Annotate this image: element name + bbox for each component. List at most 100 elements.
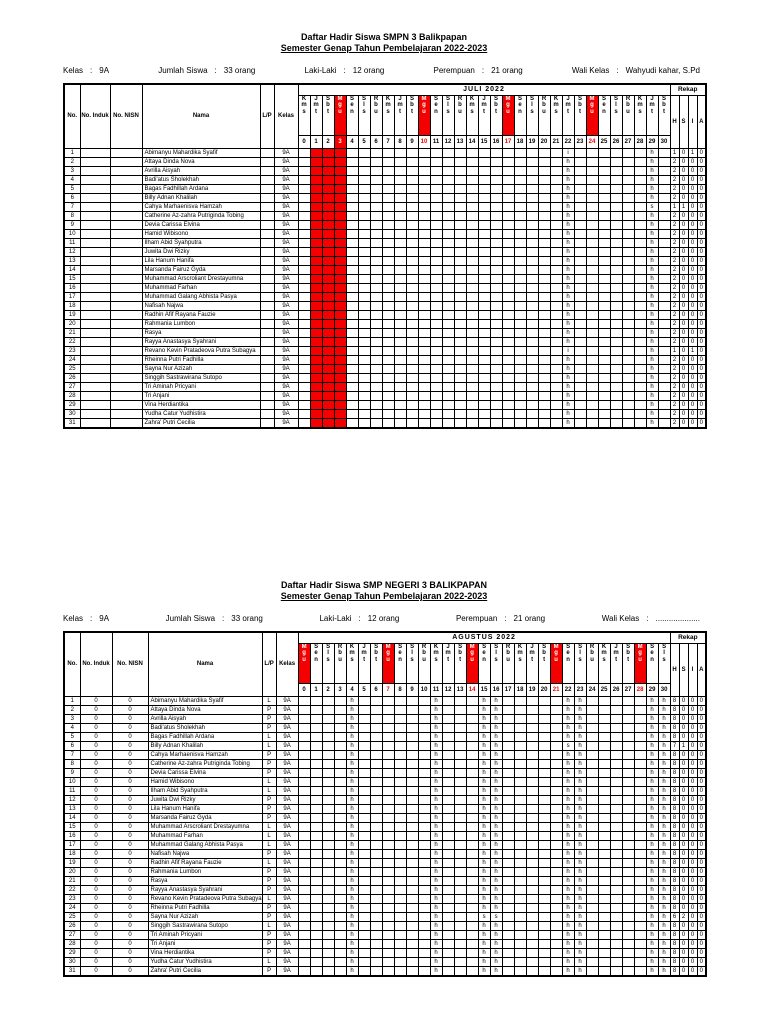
day-cell [525, 273, 539, 284]
day-cell [321, 309, 335, 320]
kelas-cell: 9A [273, 156, 299, 167]
rekap-cell: 0 [678, 318, 689, 329]
day-letter: s [530, 108, 534, 115]
day-cell [573, 156, 587, 167]
day-cell: h [429, 722, 443, 733]
lp-cell [259, 363, 275, 374]
day-letter: m [565, 102, 571, 108]
day-cell [537, 776, 551, 787]
day-cell [453, 812, 467, 823]
day-cell [597, 345, 611, 356]
kelas-cell: 9A [273, 282, 299, 293]
day-cell [393, 893, 407, 904]
info-value: 12 orang [352, 66, 385, 75]
student-row: 23 Revano Kevin Pratadeova Putra Subagya 9… [63, 345, 707, 356]
day-cell [597, 381, 611, 392]
day-cell [609, 857, 623, 868]
name-cell: Rasya [147, 875, 263, 886]
day-cell [537, 695, 551, 706]
rekap-cell: 0 [696, 219, 707, 230]
lp-cell [259, 318, 275, 329]
day-cell [441, 201, 455, 212]
day-cell [513, 749, 527, 760]
day-cell [501, 156, 515, 167]
day-cell [549, 174, 563, 185]
day-cell [477, 264, 491, 275]
no-cell: 27 [63, 381, 81, 392]
day-cell [333, 776, 347, 787]
day-cell: h [573, 731, 587, 742]
day-cell: h [561, 875, 575, 886]
day-cell [549, 408, 563, 419]
kelas-cell: 9A [275, 758, 299, 769]
day-letter: b [542, 650, 546, 656]
day-cell: h [345, 884, 359, 895]
day-letter: m [517, 650, 523, 656]
day-cell [333, 785, 347, 796]
day-cell [633, 866, 647, 877]
day-cell: h [561, 210, 575, 221]
day-cell [393, 884, 407, 895]
day-letter: R [373, 95, 379, 102]
day-letter: S [314, 643, 319, 650]
day-cell [297, 803, 311, 814]
day-cell [429, 174, 443, 185]
day-cell: h [573, 902, 587, 913]
day-cell [369, 246, 383, 257]
column-header: Nama [141, 83, 261, 149]
day-cell [453, 803, 467, 814]
day-cell [357, 309, 371, 320]
day-cell [621, 713, 635, 724]
day-cell: h [573, 704, 587, 715]
day-cell [501, 695, 515, 706]
day-cell [657, 273, 671, 284]
day-cell [417, 893, 431, 904]
day-cell [513, 300, 527, 311]
info-item: Laki-Laki:12 orang [305, 66, 385, 75]
student-row: 17 0 0 Muhammad Galang Abhista Pasya L 9A h h h h… [63, 839, 707, 850]
day-cell [333, 192, 347, 203]
kelas-cell: 9A [275, 848, 299, 859]
day-cell [369, 390, 383, 401]
day-cell [333, 300, 347, 311]
day-cell [609, 165, 623, 176]
rekap-cell: 0 [687, 731, 698, 742]
day-cell [417, 246, 431, 257]
rekap-cell: 0 [687, 183, 698, 194]
day-cell [333, 363, 347, 374]
day-cell [309, 803, 323, 814]
kelas-cell: 9A [273, 147, 299, 158]
day-cell [549, 354, 563, 365]
nisn-cell: 0 [111, 965, 149, 976]
day-cell: h [657, 884, 671, 895]
day-cell: h [345, 848, 359, 859]
day-cell [525, 192, 539, 203]
day-cell: h [477, 695, 491, 706]
day-cell [333, 237, 347, 248]
day-cell [657, 147, 671, 158]
induk-cell [79, 300, 111, 311]
day-cell [405, 884, 419, 895]
day-cell [549, 282, 563, 293]
name-cell: Marsanda Fairuz Gyda [141, 264, 261, 275]
day-cell [585, 947, 599, 958]
day-cell [321, 372, 335, 383]
day-letter: K [433, 643, 439, 650]
day-cell: h [561, 938, 575, 949]
day-cell [405, 866, 419, 877]
day-cell [537, 947, 551, 958]
no-cell: 3 [63, 165, 81, 176]
day-cell [321, 947, 335, 958]
kelas-cell: 9A [275, 965, 299, 976]
student-row: 29 0 0 Vina Herdiantika P 9A h h h h h h h h 8 0 0 0 [63, 947, 707, 958]
day-cell: h [477, 866, 491, 877]
day-letter: R [505, 643, 511, 650]
day-cell [309, 300, 323, 311]
day-cell [405, 165, 419, 176]
nisn-cell [109, 336, 143, 347]
day-cell [585, 273, 599, 284]
